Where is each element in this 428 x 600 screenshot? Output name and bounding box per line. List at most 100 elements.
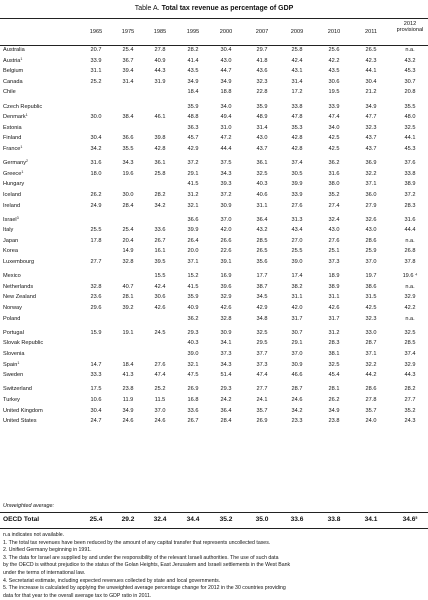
table-cell: 31.1 (90, 68, 102, 75)
table-cell: 32.1 (187, 202, 199, 209)
table-cell: 32.8 (220, 315, 232, 322)
table-cell: 34.2 (90, 145, 102, 152)
note-line: 4. Secretariat estimate, including expec… (3, 577, 221, 584)
table-cell: 23.3 (291, 418, 303, 425)
table-cell: 49.4 (220, 114, 232, 121)
table-cell: 33.9 (291, 191, 303, 198)
table-cell: 30.7 (291, 329, 303, 336)
table-cell: 30.0 (122, 191, 134, 198)
country-name: Austria1 (3, 57, 22, 64)
country-label: Finland (3, 135, 22, 142)
table-cell: 42.6 (328, 305, 340, 312)
table-cell: 42.5 (365, 305, 377, 312)
table-cell: 26.8 (404, 248, 416, 255)
table-row: Hungary 41.5 39.3 40.3 39.9 38.0 37.1 38.9 (0, 179, 428, 190)
table-cell: 38.4 (122, 114, 134, 121)
country-label: New Zealand (3, 294, 36, 301)
table-notes: n.a indicates not available. 1. The total… (3, 532, 423, 600)
country-label: Slovak Republic (3, 340, 44, 347)
table-cell: 42.6 (220, 305, 232, 312)
table-cell: 33.3 (90, 372, 102, 379)
table-cell: 34.9 (187, 78, 199, 85)
table-row: Estonia 36.3 31.0 31.4 35.3 34.0 32.3 32.5 (0, 123, 428, 134)
table-cell: 33.6 (154, 227, 166, 234)
table-cell: 30.9 (220, 329, 232, 336)
country-label: Italy (3, 227, 14, 234)
column-header-last-year: 2012 (403, 21, 417, 27)
table-cell: 40.7 (122, 283, 134, 290)
table-cell: 18.8 (220, 89, 232, 96)
table-cell: 37.5 (220, 160, 232, 167)
table-row: Australia 20.7 25.4 27.8 28.2 30.4 29.7 25.8 25.… (0, 45, 428, 56)
country-name: Belgium (3, 68, 23, 74)
table-cell: 32.9 (404, 294, 416, 301)
table-cell: 10.6 (90, 396, 102, 403)
country-name: Sweden (3, 372, 23, 378)
table-row: Luxembourg 27.7 32.8 39.5 37.1 39.1 35.6 39.0 37… (0, 257, 428, 268)
country-name: Iceland (3, 192, 21, 198)
table-cell: 27.7 (404, 396, 416, 403)
table-cell: 27.8 (154, 47, 166, 53)
table-cell: 47.7 (365, 114, 377, 121)
column-header-1965: 1965 (89, 29, 103, 35)
table-cell: 39.9 (187, 227, 199, 234)
table-cell: 17.8 (90, 237, 102, 244)
table-cell: 27.6 (154, 361, 166, 368)
table-row: Mexico 15.5 15.2 16.9 17.7 17.4 18.9 19.7 19.6 ⁴ (0, 271, 428, 282)
table-cell: 38.6 (365, 283, 377, 290)
table-cell: 18.9 (328, 273, 340, 280)
country-label: Korea (3, 248, 18, 255)
table-cell: 40.9 (187, 305, 199, 312)
table-cell: 37.0 (365, 259, 377, 266)
table-cell: 22.8 (256, 89, 268, 96)
table-cell: 28.7 (365, 340, 377, 347)
table-row: Sweden 33.3 41.3 47.4 47.5 51.4 47.4 46.6 45.4 44… (0, 370, 428, 381)
table-cell: 24.1 (256, 396, 268, 403)
table-cell: 38.0 (328, 181, 340, 188)
table-cell: 25.2 (154, 386, 166, 393)
table-cell: 29.1 (187, 170, 199, 177)
table-cell: 33.0 (365, 329, 377, 336)
table-cell: 26.9 (256, 418, 268, 425)
oecd-total-cell: 35.2 (209, 516, 243, 523)
table-cell: 45.4 (328, 372, 340, 379)
country-label: Ireland (3, 202, 21, 209)
table-cell: 24.6 (154, 418, 166, 425)
oecd-total-cell: 34.1 (354, 516, 388, 523)
table-cell: 43.7 (365, 145, 377, 152)
table-cell: 42.4 (291, 57, 303, 64)
country-name: France1 (3, 145, 22, 152)
table-cell: 17.2 (291, 89, 303, 96)
table-cell: 31.2 (328, 329, 340, 336)
table-cell: 39.4 (122, 68, 134, 75)
country-name: Israel3 (3, 216, 19, 223)
table-cell: 26.2 (90, 191, 102, 198)
table-row: Spain1 14.7 18.4 27.6 32.1 34.3 37.3 30.9 32.5 32… (0, 360, 428, 371)
table-cell: 32.5 (256, 329, 268, 336)
country-name: Chile (3, 89, 16, 95)
country-label: Czech Republic (3, 103, 43, 110)
table-cell: 40.9 (154, 57, 166, 64)
note-line: 3. The data for Israel are supplied by a… (3, 554, 279, 561)
oecd-total-value: 29.2 (121, 516, 135, 523)
note-line: 5. The increase is calculated by applyin… (3, 585, 286, 592)
table-cell: 44.4 (220, 145, 232, 152)
table-cell: 19.1 (122, 329, 134, 336)
table-cell: 25.5 (291, 248, 303, 255)
country-name: Canada (3, 79, 23, 85)
oecd-total-cell: 34.4 (176, 516, 210, 523)
table-cell: 27.8 (365, 396, 377, 403)
table-cell: 30.4 (365, 78, 377, 85)
table-cell: 35.9 (256, 103, 268, 110)
table-cell: 31.9 (154, 78, 166, 85)
table-row: Canada 25.2 31.4 31.9 34.9 34.9 32.3 31.4 30.6 30… (0, 77, 428, 88)
country-label: Greece (3, 170, 22, 177)
table-cell: 22.6 (220, 248, 232, 255)
table-cell: 34.0 (328, 124, 340, 131)
table-cell: 31.2 (187, 191, 199, 198)
country-name: Korea (3, 248, 18, 254)
table-cell: 34.9 (220, 78, 232, 85)
table-cell: 32.2 (365, 170, 377, 177)
country-name: Denmark1 (3, 113, 28, 120)
table-cell: 37.3 (328, 259, 340, 266)
